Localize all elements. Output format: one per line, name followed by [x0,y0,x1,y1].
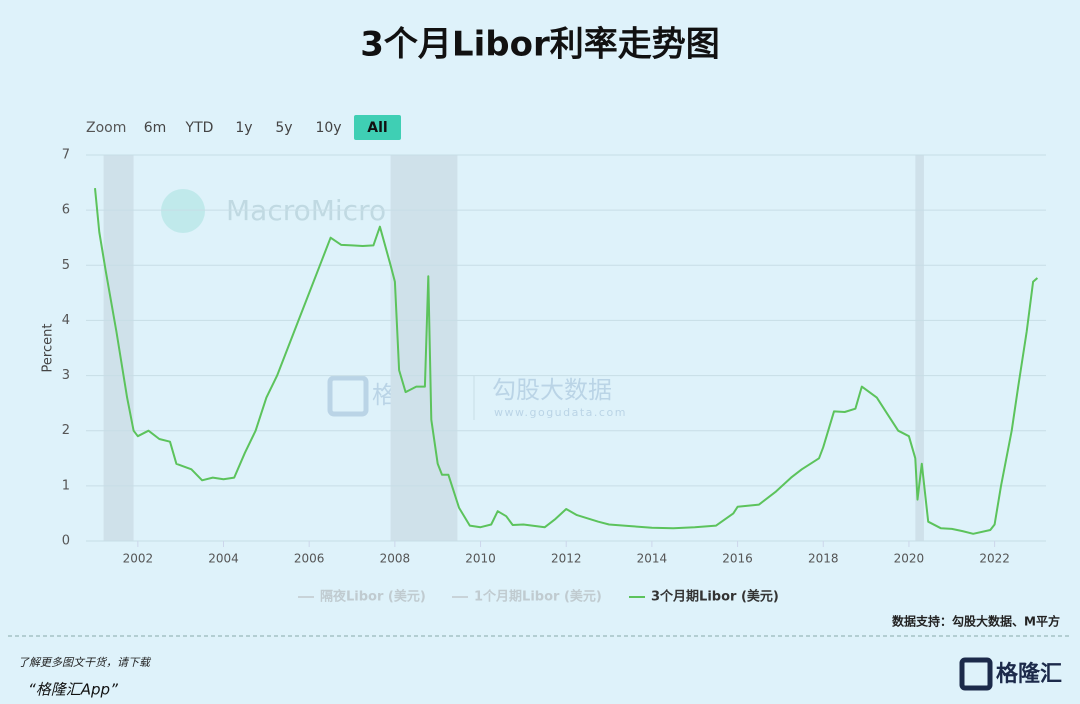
x-tick-label: 2016 [722,552,753,566]
legend-label: 3个月期Libor (美元) [651,589,779,605]
y-tick-label: 5 [62,258,70,273]
watermark-text: www.gogudata.com [494,406,627,419]
watermark-icon [327,375,369,417]
recession-band [915,155,924,541]
range-button[interactable]: 1y [235,120,252,136]
range-button[interactable]: 5y [275,120,292,136]
y-tick-label: 4 [62,313,70,328]
legend-item[interactable]: 1个月期Libor (美元) [452,589,602,605]
x-tick-label: 2010 [465,552,496,566]
legend-label: 1个月期Libor (美元) [474,589,602,605]
recession-band [390,155,458,541]
range-button-bg[interactable] [354,115,401,140]
data-line [94,188,1039,535]
x-tick-label: 2004 [208,552,239,566]
zoom-label: Zoom [86,120,126,136]
chart-title: 3个月Libor利率走势图 [360,25,719,65]
y-tick-label: 1 [62,478,70,493]
range-button[interactable]: All [367,120,387,136]
range-button[interactable]: 10y [315,120,341,136]
x-tick-label: 2022 [979,552,1010,566]
x-tick-label: 2008 [380,552,411,566]
legend-item[interactable]: 隔夜Libor (美元) [298,589,426,605]
legend-item[interactable]: 3个月期Libor (美元) [629,589,779,605]
watermark-icon [161,189,205,233]
x-tick-label: 2002 [123,552,154,566]
footer-logo-icon [959,657,993,691]
y-axis-label: Percent [41,324,56,373]
y-tick-label: 0 [62,534,70,549]
legend-label: 隔夜Libor (美元) [320,589,426,605]
x-tick-label: 2018 [808,552,839,566]
y-tick-label: 3 [62,368,70,383]
footer-logo: 格隆汇 [996,661,1062,687]
source: 数据支持：勾股大数据、M平方 [892,614,1060,629]
y-tick-label: 6 [62,203,70,218]
footer-text: 了解更多图文干货，请下载 [18,656,152,669]
x-tick-label: 2014 [637,552,668,566]
plot-area [86,154,1046,547]
x-tick-label: 2006 [294,552,325,566]
footer-text: “格隆汇App” [28,681,118,699]
x-tick-label: 2020 [894,552,925,566]
range-button[interactable]: YTD [185,120,214,136]
x-tick-label: 2012 [551,552,582,566]
y-tick-label: 2 [62,423,70,438]
y-tick-label: 7 [62,148,70,163]
watermark-text: 勾股大数据 [492,376,612,404]
range-button[interactable]: 6m [144,120,167,136]
